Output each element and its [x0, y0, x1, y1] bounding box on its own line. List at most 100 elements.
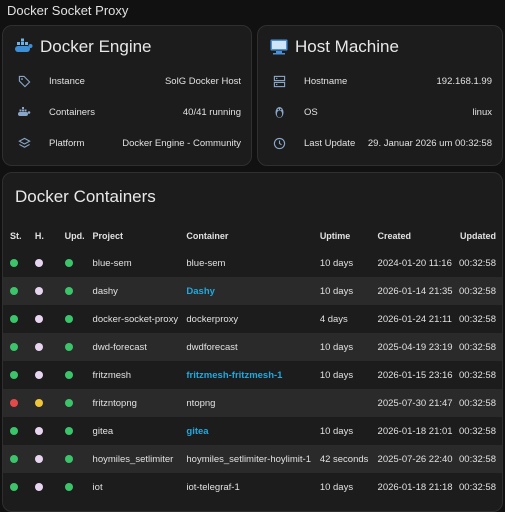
updated-cell: 00:32:58 [459, 285, 496, 297]
host-machine-title-text: Host Machine [295, 37, 399, 56]
col-created[interactable]: Created [377, 231, 412, 241]
linux-icon [272, 105, 286, 119]
update-dot-icon [64, 342, 73, 351]
status-cell [3, 305, 33, 333]
table-row[interactable]: fritzntopng ntopng 2025-07-30 21:47 00:32:5… [3, 389, 502, 417]
instance-label: Instance [49, 75, 85, 87]
updated-cell: 00:32:58 [459, 341, 496, 353]
project-cell: blue-sem [92, 257, 132, 269]
table-row[interactable]: hoymiles_setlimiter hoymiles_setlimiter-h… [3, 445, 502, 473]
updated-cell: 00:32:58 [459, 481, 496, 493]
created-cell: 2026-01-18 21:18 [377, 481, 453, 493]
status-dot-icon [10, 314, 18, 323]
docker-containers-card: Docker Containers St. H. Upd. Project Co… [2, 172, 503, 512]
table-row[interactable]: fritzmesh fritzmesh-fritzmesh-1 10 days 202… [3, 361, 502, 389]
docker-engine-card: Docker Engine Instance SolG Docker Host … [2, 25, 252, 166]
container-cell[interactable]: gitea [186, 425, 209, 437]
containers-table: St. H. Upd. Project Container Uptime Cre… [3, 223, 502, 501]
project-cell: hoymiles_setlimiter [92, 453, 174, 465]
update-dot-icon [64, 286, 73, 295]
col-uptime[interactable]: Uptime [319, 231, 351, 241]
platform-value: Docker Engine - Community [122, 137, 241, 149]
update-cell [63, 389, 93, 417]
page-title: Docker Socket Proxy [7, 3, 129, 18]
table-header-row: St. H. Upd. Project Container Uptime Cre… [3, 223, 502, 249]
col-status[interactable]: St. [10, 231, 22, 241]
docker-whale-icon [14, 37, 34, 57]
created-cell: 2026-01-24 21:11 [377, 313, 452, 325]
instance-value: SolG Docker Host [164, 75, 241, 87]
platform-label: Platform [49, 137, 85, 149]
container-cell[interactable]: Dashy [186, 285, 215, 297]
health-dot-icon [34, 314, 43, 323]
layers-icon [17, 136, 31, 150]
container-cell: blue-sem [186, 257, 226, 269]
clock-icon [272, 136, 286, 150]
os-label: OS [304, 106, 318, 118]
uptime-cell [320, 389, 378, 417]
table-row[interactable]: gitea gitea 10 days 2026-01-18 21:01 00:32:5… [3, 417, 502, 445]
project-cell: gitea [92, 425, 114, 437]
project-cell: docker-socket-proxy [92, 313, 179, 325]
created-cell: 2026-01-14 21:35 [377, 285, 453, 297]
created-cell: 2025-07-26 22:40 [377, 453, 453, 465]
health-cell [33, 249, 63, 277]
project-cell: fritzmesh [92, 369, 132, 381]
last-update-label: Last Update [304, 137, 356, 149]
status-dot-icon [10, 482, 18, 491]
health-dot-icon [34, 426, 43, 435]
col-health[interactable]: H. [34, 231, 44, 241]
uptime-cell: 4 days [319, 313, 348, 325]
status-cell [3, 473, 33, 501]
container-cell: dockerproxy [186, 313, 239, 325]
health-dot-icon [34, 482, 43, 491]
updated-cell: 00:32:58 [459, 313, 496, 325]
col-container[interactable]: Container [186, 231, 229, 241]
update-cell [63, 277, 93, 305]
status-cell [3, 249, 33, 277]
health-dot-icon [34, 258, 43, 267]
containers-row: Containers 40/41 running [3, 102, 251, 122]
container-cell: iot-telegraf-1 [186, 481, 240, 493]
table-row[interactable]: blue-sem blue-sem 10 days 2024-01-20 11:16 0… [3, 249, 502, 277]
updated-cell: 00:32:58 [459, 425, 496, 437]
table-row[interactable]: iot iot-telegraf-1 10 days 2026-01-18 21:18… [3, 473, 502, 501]
table-row[interactable]: docker-socket-proxy dockerproxy 4 days 2026… [3, 305, 502, 333]
updated-cell: 00:32:58 [459, 397, 496, 409]
os-value: linux [472, 106, 492, 118]
health-dot-icon [34, 286, 43, 295]
health-cell [33, 445, 63, 473]
table-row[interactable]: dashy Dashy 10 days 2026-01-14 21:35 00:32:5… [3, 277, 502, 305]
update-cell [63, 333, 93, 361]
update-cell [63, 417, 93, 445]
updated-cell: 00:32:58 [459, 257, 496, 269]
project-cell: dwd-forecast [92, 341, 147, 353]
status-cell [3, 361, 33, 389]
col-project[interactable]: Project [92, 231, 124, 241]
update-dot-icon [64, 482, 73, 491]
container-cell[interactable]: fritzmesh-fritzmesh-1 [186, 369, 283, 381]
updated-cell: 00:32:58 [459, 453, 496, 465]
health-cell [33, 417, 63, 445]
update-dot-icon [64, 398, 73, 407]
col-update[interactable]: Upd. [64, 231, 85, 241]
project-cell: iot [92, 481, 103, 493]
docker-icon [17, 105, 31, 119]
created-cell: 2026-01-18 21:01 [377, 425, 453, 437]
status-cell [3, 277, 33, 305]
uptime-cell: 10 days [319, 341, 354, 353]
update-cell [63, 445, 93, 473]
col-updated[interactable]: Updated [460, 231, 496, 241]
created-cell: 2025-07-30 21:47 [377, 397, 453, 409]
update-dot-icon [64, 426, 73, 435]
table-row[interactable]: dwd-forecast dwdforecast 10 days 2025-04-19… [3, 333, 502, 361]
status-cell [3, 445, 33, 473]
container-cell: hoymiles_setlimiter-hoylimit-1 [186, 453, 311, 465]
health-dot-icon [34, 398, 43, 407]
update-dot-icon [64, 314, 73, 323]
health-cell [33, 305, 63, 333]
update-cell [63, 473, 93, 501]
update-dot-icon [64, 454, 73, 463]
status-dot-icon [10, 258, 18, 267]
docker-engine-title: Docker Engine [14, 37, 152, 57]
